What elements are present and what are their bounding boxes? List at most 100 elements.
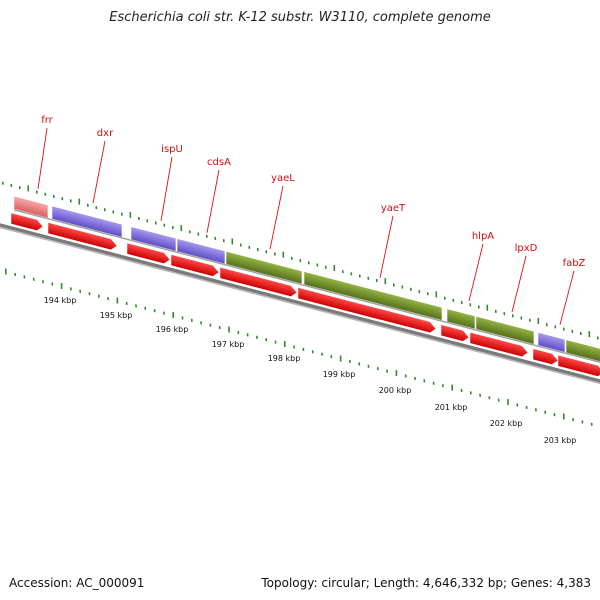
tick-mark bbox=[189, 230, 191, 234]
gene-label-frr: frr bbox=[41, 115, 53, 126]
feature-block bbox=[225, 250, 303, 285]
tick-mark bbox=[308, 261, 310, 265]
kbp-tick-label: 194 kbp bbox=[44, 296, 77, 305]
cds-arrow bbox=[10, 212, 44, 231]
gene-label-lpxD: lpxD bbox=[515, 243, 538, 254]
leader-line bbox=[92, 140, 106, 204]
kbp-tick-label: 200 kbp bbox=[379, 386, 412, 395]
tick-mark bbox=[590, 422, 593, 427]
tick-mark bbox=[27, 185, 30, 192]
tick-mark bbox=[302, 347, 305, 352]
leader-line bbox=[160, 156, 173, 221]
cds-arrow bbox=[557, 354, 600, 377]
tick-mark bbox=[138, 216, 140, 221]
tick-mark bbox=[486, 304, 489, 311]
tick-mark bbox=[503, 311, 506, 316]
tick-mark bbox=[572, 417, 574, 422]
tick-mark bbox=[257, 247, 259, 252]
tick-mark bbox=[588, 331, 591, 338]
tick-mark bbox=[442, 383, 444, 388]
leader-line bbox=[468, 243, 484, 302]
tick-mark bbox=[571, 329, 574, 334]
tick-mark bbox=[367, 276, 370, 280]
tick-mark bbox=[98, 294, 100, 298]
tick-mark bbox=[427, 292, 429, 296]
kbp-tick-label: 197 kbp bbox=[212, 340, 245, 349]
tick-mark bbox=[51, 282, 54, 286]
tick-mark bbox=[377, 367, 379, 371]
kbp-tick-label: 201 kbp bbox=[435, 403, 468, 412]
tick-mark bbox=[14, 272, 16, 277]
tick-mark bbox=[350, 272, 353, 276]
leader-line bbox=[37, 127, 48, 189]
tick-mark bbox=[401, 285, 404, 289]
tick-mark bbox=[144, 306, 147, 310]
tick-mark bbox=[460, 388, 463, 393]
cds-arrow bbox=[126, 242, 171, 264]
tick-mark bbox=[404, 374, 407, 378]
tick-mark bbox=[386, 369, 388, 373]
tick-mark bbox=[163, 223, 166, 227]
gene-label-leaders bbox=[37, 127, 575, 325]
tick-mark bbox=[112, 210, 115, 214]
tick-mark bbox=[537, 317, 540, 325]
tick-mark bbox=[256, 335, 258, 340]
tick-mark bbox=[563, 327, 565, 331]
gene-label-yaeT: yaeT bbox=[381, 203, 406, 214]
tick-mark bbox=[153, 308, 156, 313]
tick-mark bbox=[88, 292, 91, 296]
tick-mark bbox=[333, 264, 336, 272]
tick-mark bbox=[274, 252, 276, 256]
tick-mark bbox=[180, 224, 183, 232]
kbp-tick-label: 198 kbp bbox=[268, 354, 301, 363]
tick-mark bbox=[274, 340, 277, 344]
tick-mark bbox=[376, 278, 378, 283]
tick-mark bbox=[461, 300, 463, 305]
tick-mark bbox=[339, 355, 342, 362]
tick-mark bbox=[580, 331, 582, 336]
cds-arrow bbox=[532, 348, 559, 365]
genome-summary-text: Topology: circular; Length: 4,646,332 bp… bbox=[261, 576, 591, 590]
leader-line bbox=[206, 169, 220, 233]
tick-mark bbox=[228, 326, 230, 333]
tick-mark bbox=[444, 296, 446, 300]
tick-mark bbox=[563, 413, 565, 420]
kbp-tick-label: 196 kbp bbox=[156, 325, 189, 334]
tick-mark bbox=[546, 322, 548, 327]
tick-mark bbox=[479, 393, 481, 398]
tick-mark bbox=[478, 305, 480, 309]
leader-line bbox=[269, 185, 284, 250]
inner-tick-track bbox=[5, 268, 593, 427]
tick-mark bbox=[191, 318, 193, 323]
kbp-tick-label: 195 kbp bbox=[100, 311, 133, 320]
tick-mark bbox=[181, 316, 184, 320]
gene-label-hlpA: hlpA bbox=[472, 231, 494, 242]
tick-mark bbox=[520, 316, 523, 320]
tick-mark bbox=[116, 297, 119, 304]
tick-mark bbox=[358, 362, 360, 366]
kbp-tick-label: 203 kbp bbox=[544, 436, 577, 445]
outer-tick-track bbox=[2, 181, 599, 340]
tick-mark bbox=[311, 350, 314, 354]
tick-mark bbox=[237, 330, 240, 335]
gene-label-fabZ: fabZ bbox=[563, 258, 586, 269]
tick-mark bbox=[282, 251, 285, 258]
cds-track bbox=[10, 212, 600, 377]
tick-mark bbox=[544, 410, 547, 414]
tick-mark bbox=[42, 279, 44, 284]
tick-mark bbox=[248, 245, 251, 250]
tick-mark bbox=[393, 283, 395, 287]
tick-mark bbox=[209, 323, 212, 327]
tick-mark bbox=[414, 376, 416, 381]
tick-mark bbox=[95, 205, 98, 210]
tick-mark bbox=[223, 238, 225, 243]
tick-mark bbox=[507, 398, 509, 406]
tick-mark bbox=[146, 219, 149, 223]
tick-mark bbox=[291, 256, 293, 261]
leader-line bbox=[379, 215, 394, 278]
tick-mark bbox=[5, 268, 7, 275]
gene-label-ispU: ispU bbox=[161, 144, 183, 155]
tick-mark bbox=[452, 298, 455, 303]
feature-block bbox=[446, 308, 476, 330]
